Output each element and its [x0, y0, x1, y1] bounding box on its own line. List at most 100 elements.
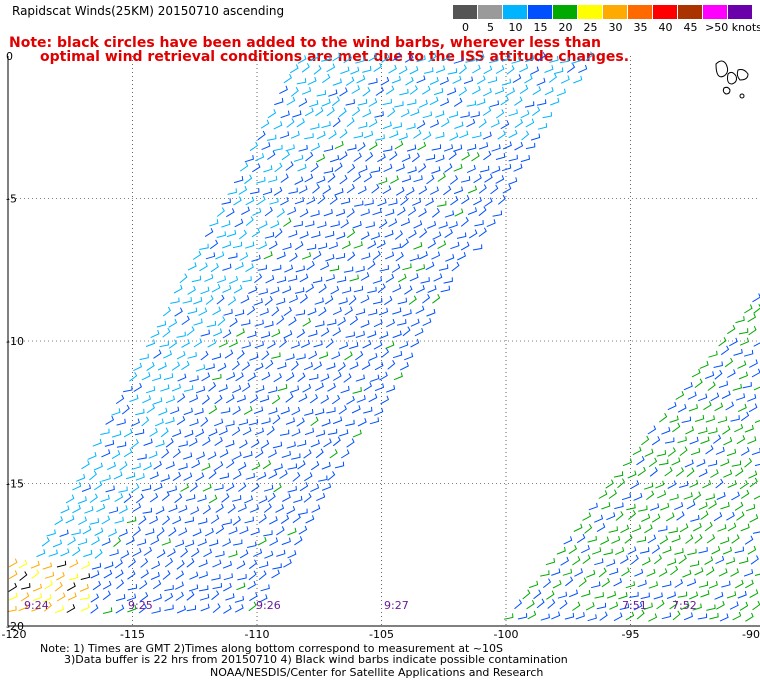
wind-barb — [398, 65, 408, 75]
wind-barb — [514, 118, 524, 129]
wind-barb — [502, 184, 512, 194]
wind-barb — [150, 571, 160, 580]
wind-barb — [690, 515, 700, 522]
wind-barb — [404, 352, 414, 361]
wind-barb — [149, 515, 159, 525]
wind-barb — [292, 471, 301, 482]
wind-barb — [575, 612, 585, 620]
wind-barb — [188, 437, 198, 447]
wind-barb — [624, 534, 633, 544]
wind-barb — [285, 161, 294, 171]
wind-barb — [103, 569, 113, 579]
wind-barb — [369, 141, 378, 151]
wind-barb — [433, 87, 444, 96]
wind-barb — [222, 263, 232, 271]
wind-barb — [520, 155, 531, 163]
wind-barb — [542, 578, 552, 588]
wind-barb — [183, 472, 193, 481]
wind-barb — [397, 206, 406, 216]
wind-barb — [407, 206, 417, 216]
wind-barb — [338, 107, 347, 118]
wind-barb — [472, 64, 481, 74]
wind-barb — [299, 482, 309, 492]
wind-barb — [249, 394, 259, 404]
wind-barb — [268, 407, 278, 415]
wind-barb — [237, 503, 247, 513]
wind-barb — [42, 594, 52, 603]
wind-barb — [331, 96, 340, 107]
scale-label-4: 20 — [558, 21, 573, 34]
wind-barb — [320, 394, 330, 404]
wind-barb — [685, 534, 694, 544]
wind-barb — [260, 439, 270, 449]
wind-barb — [231, 360, 240, 371]
wind-barb — [116, 579, 125, 590]
wind-barb — [394, 140, 404, 150]
wind-barb — [271, 352, 281, 359]
wind-barb — [698, 501, 708, 511]
wind-barb — [600, 536, 610, 545]
wind-barb — [627, 546, 637, 555]
wind-barb — [127, 570, 136, 580]
wind-barb — [254, 427, 264, 436]
wind-barb — [367, 240, 377, 249]
wind-speed-color-scale: 0 5 10 15 20 25 30 35 40 45 >50 knots — [453, 5, 760, 35]
wind-barb — [401, 175, 412, 183]
wind-barb — [587, 535, 597, 543]
wind-barb — [268, 386, 278, 394]
wind-barb — [8, 558, 18, 568]
wind-barb — [115, 604, 125, 614]
wind-barb — [479, 165, 490, 173]
wind-barb — [437, 240, 447, 250]
wind-barb — [400, 108, 410, 118]
wind-barb — [413, 241, 423, 250]
wind-barb — [752, 293, 760, 303]
wind-barb — [448, 150, 457, 161]
wind-barb — [261, 350, 270, 361]
wind-barb — [115, 394, 125, 405]
wind-barb — [312, 276, 323, 284]
wind-barb — [305, 220, 315, 228]
wind-barb — [362, 340, 372, 349]
wind-barb — [209, 219, 219, 227]
wind-barb — [367, 260, 376, 270]
wind-barb — [483, 150, 492, 161]
wind-barb — [133, 382, 143, 393]
wind-barb — [388, 64, 397, 74]
wind-barb — [235, 372, 244, 382]
wind-barb — [398, 132, 408, 141]
wind-barb — [162, 570, 171, 580]
wind-barb — [202, 504, 211, 515]
wind-barb — [318, 475, 328, 482]
wind-barb — [304, 472, 313, 482]
wind-barb — [123, 493, 132, 504]
wind-barb — [240, 319, 251, 326]
wind-barb — [476, 98, 486, 106]
color-scale-bar — [453, 5, 753, 19]
wind-barb — [80, 573, 91, 580]
wind-barb — [694, 378, 703, 388]
wind-barb — [66, 604, 76, 613]
wind-barb — [385, 85, 395, 95]
wind-barb — [257, 536, 267, 546]
wind-barb — [337, 362, 346, 372]
wind-barb — [443, 185, 452, 196]
wind-barb — [267, 492, 276, 503]
wind-barb — [596, 602, 607, 610]
wind-barb — [540, 613, 550, 621]
wind-barb — [271, 264, 282, 272]
wind-barb — [67, 582, 76, 592]
wind-barb — [374, 407, 384, 416]
wind-barb — [713, 361, 723, 368]
wind-barb — [178, 527, 188, 536]
wind-barb — [280, 406, 290, 415]
wind-barb — [435, 132, 445, 139]
wind-barb — [656, 599, 665, 610]
wind-barb — [191, 547, 200, 558]
wind-barb — [315, 320, 325, 328]
wind-barb — [349, 315, 359, 326]
wind-barb — [208, 405, 218, 415]
wind-barb — [698, 427, 708, 435]
wind-barb — [31, 569, 40, 579]
wind-barb — [382, 98, 392, 106]
